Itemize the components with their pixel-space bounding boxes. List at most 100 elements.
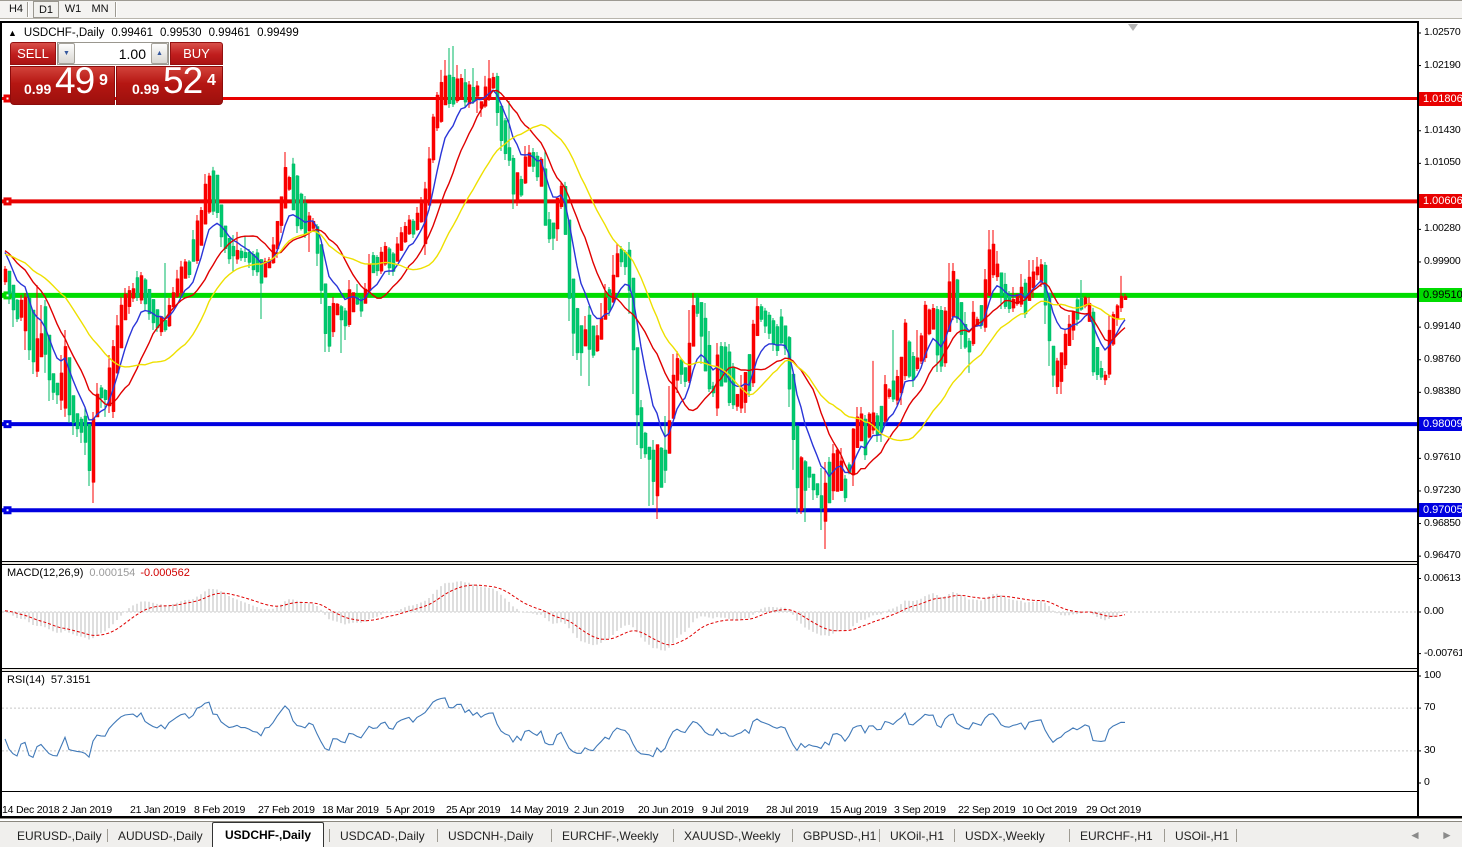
price-line-tag: 0.97005 — [1419, 503, 1462, 518]
volume-value[interactable]: 1.00 — [118, 46, 146, 62]
tab-separator — [954, 829, 955, 842]
ohlc-low: 0.99461 — [208, 27, 251, 39]
buy-price-button[interactable]: 0.99 52 4 — [116, 60, 223, 105]
date-axis-label: 2 Jan 2019 — [62, 804, 112, 816]
price-scale-label: 1.02570 — [1424, 25, 1461, 38]
date-axis-label: 25 Apr 2019 — [446, 804, 501, 816]
timeframe-button-h4[interactable]: H4 — [8, 3, 24, 15]
macd-signal-line[interactable] — [4, 584, 1126, 646]
sell-button[interactable]: SELL — [10, 42, 56, 65]
chart-tab-usdcad-daily[interactable]: USDCAD-,Daily — [340, 829, 425, 843]
collapse-panel-icon[interactable]: ▲ — [8, 28, 17, 38]
price-scale-label: 0.99900 — [1424, 254, 1461, 267]
price-scale-label: 0.96850 — [1424, 516, 1461, 529]
volume-spinner: ▼ 1.00 ▲ — [57, 42, 169, 65]
toolbar-separator — [115, 2, 117, 17]
rsi-label: RSI(14) 57.3151 — [7, 674, 91, 686]
rsi-scale-label: 30 — [1424, 743, 1436, 756]
tab-separator — [673, 829, 674, 842]
timeframe-toolbar: H4 D1 W1 MN — [0, 0, 1462, 20]
buy-button[interactable]: BUY — [170, 42, 223, 65]
date-axis-label: 2 Jun 2019 — [574, 804, 624, 816]
chart-tab-eurusd-daily[interactable]: EURUSD-,Daily — [17, 829, 102, 843]
price-line-tag: 1.01806 — [1419, 91, 1462, 106]
date-axis-label: 8 Feb 2019 — [194, 804, 246, 816]
chart-tab-usdx-weekly[interactable]: USDX-,Weekly — [965, 829, 1045, 843]
pane-splitter[interactable] — [2, 561, 1417, 565]
date-axis-label: 20 Jun 2019 — [638, 804, 694, 816]
chart-tab-xauusd-weekly[interactable]: XAUUSD-,Weekly — [684, 829, 781, 843]
date-axis-label: 18 Mar 2019 — [322, 804, 379, 816]
volume-increase-button[interactable]: ▲ — [151, 43, 168, 64]
date-axis-label: 27 Feb 2019 — [258, 804, 315, 816]
buy-price-prefix: 0.99 — [132, 81, 160, 97]
chart-tab-usdchf-daily[interactable]: USDCHF-,Daily — [212, 822, 325, 847]
price-scale-label: 0.97610 — [1424, 451, 1461, 464]
rsi-line[interactable] — [4, 697, 1126, 759]
date-axis-label: 28 Jul 2019 — [766, 804, 819, 816]
chart-tab-usdcnh-daily[interactable]: USDCNH-,Daily — [448, 829, 534, 843]
chart-tab-bar: EURUSD-,Daily AUDUSD-,Daily USDCHF-,Daily U… — [0, 821, 1462, 847]
timeframe-button-mn[interactable]: MN — [91, 3, 109, 15]
price-scale-label: 1.01430 — [1424, 123, 1461, 136]
tab-scroll-left-icon[interactable]: ◄ — [1409, 828, 1421, 842]
price-scale-label: 0.97230 — [1424, 483, 1461, 496]
chart-tab-ukoil-h1[interactable]: UKOil-,H1 — [890, 829, 945, 843]
timeframe-button-w1[interactable]: W1 — [64, 3, 82, 15]
hline-handle-dot — [6, 294, 9, 297]
volume-decrease-button[interactable]: ▼ — [58, 43, 75, 64]
date-axis-label: 9 Jul 2019 — [702, 804, 749, 816]
chart-tab-eurchf-weekly[interactable]: EURCHF-,Weekly — [562, 829, 659, 843]
hline-handle-dot — [6, 200, 9, 203]
price-scale-label: 1.01050 — [1424, 156, 1461, 169]
sell-price-pip: 9 — [99, 72, 108, 89]
chart-tab-eurchf-h1[interactable]: EURCHF-,H1 — [1080, 829, 1153, 843]
rsi-scale-label: 100 — [1424, 669, 1441, 681]
chart-window — [0, 21, 1419, 817]
chart-symbol-label: USDCHF-,Daily — [23, 27, 105, 39]
date-axis-label: 14 May 2019 — [510, 804, 569, 816]
chart-ohlc-header: ▲ USDCHF-,Daily 0.99461 0.99530 0.99461 0.994… — [8, 27, 299, 39]
tab-separator — [551, 829, 552, 842]
ma-line-sma10[interactable] — [4, 89, 1126, 478]
macd-scale-label: 0.00 — [1424, 605, 1444, 617]
price-scale-label: 0.99140 — [1424, 320, 1461, 333]
sell-price-main: 49 — [55, 60, 95, 101]
price-scale-label: 0.98380 — [1424, 385, 1461, 398]
chart-tab-usoil-h1[interactable]: USOil-,H1 — [1175, 829, 1230, 843]
tab-separator — [792, 829, 793, 842]
buy-price-pip: 4 — [207, 72, 216, 89]
price-line-tag: 0.98009 — [1419, 417, 1462, 432]
hline-handle-dot — [6, 509, 9, 512]
ma-line-sma52[interactable] — [4, 123, 1126, 442]
sell-price-button[interactable]: 0.99 49 9 — [10, 60, 115, 105]
timeframe-button-d1[interactable]: D1 — [33, 1, 59, 18]
macd-scale-label: 0.00613 — [1424, 571, 1461, 584]
price-line-tag: 1.00606 — [1419, 194, 1462, 209]
tab-scroll-right-icon[interactable]: ► — [1441, 828, 1453, 842]
tab-separator — [1236, 829, 1237, 842]
buy-price-main: 52 — [163, 60, 203, 101]
price-line-tag: 0.99510 — [1419, 288, 1462, 303]
price-scale-label: 1.02190 — [1424, 58, 1461, 71]
chart-tab-audusd-daily[interactable]: AUDUSD-,Daily — [118, 829, 203, 843]
pane-splitter[interactable] — [2, 668, 1417, 672]
bear-candle-bodies[interactable] — [7, 74, 1104, 509]
tab-separator — [1164, 829, 1165, 842]
price-scale-label: 0.96470 — [1424, 549, 1461, 562]
macd-histogram[interactable] — [4, 581, 1126, 651]
toolbar-separator — [27, 2, 29, 17]
chart-shift-marker-icon[interactable] — [1128, 24, 1138, 31]
sell-price-prefix: 0.99 — [24, 81, 52, 97]
date-axis-label: 5 Apr 2019 — [386, 804, 435, 816]
price-scale-label: 1.00280 — [1424, 222, 1461, 235]
chart-tab-gbpusd-h1[interactable]: GBPUSD-,H1 — [803, 829, 877, 843]
rsi-title: RSI(14) — [7, 674, 45, 686]
ohlc-close: 0.99499 — [257, 27, 299, 39]
one-click-trading-panel: SELL ▼ 1.00 ▲ BUY 0.99 49 9 0.99 52 4 — [10, 42, 223, 105]
hline-handle-dot — [6, 423, 9, 426]
ma-line-sma25[interactable] — [4, 89, 1126, 476]
macd-title: MACD(12,26,9) — [7, 567, 84, 579]
